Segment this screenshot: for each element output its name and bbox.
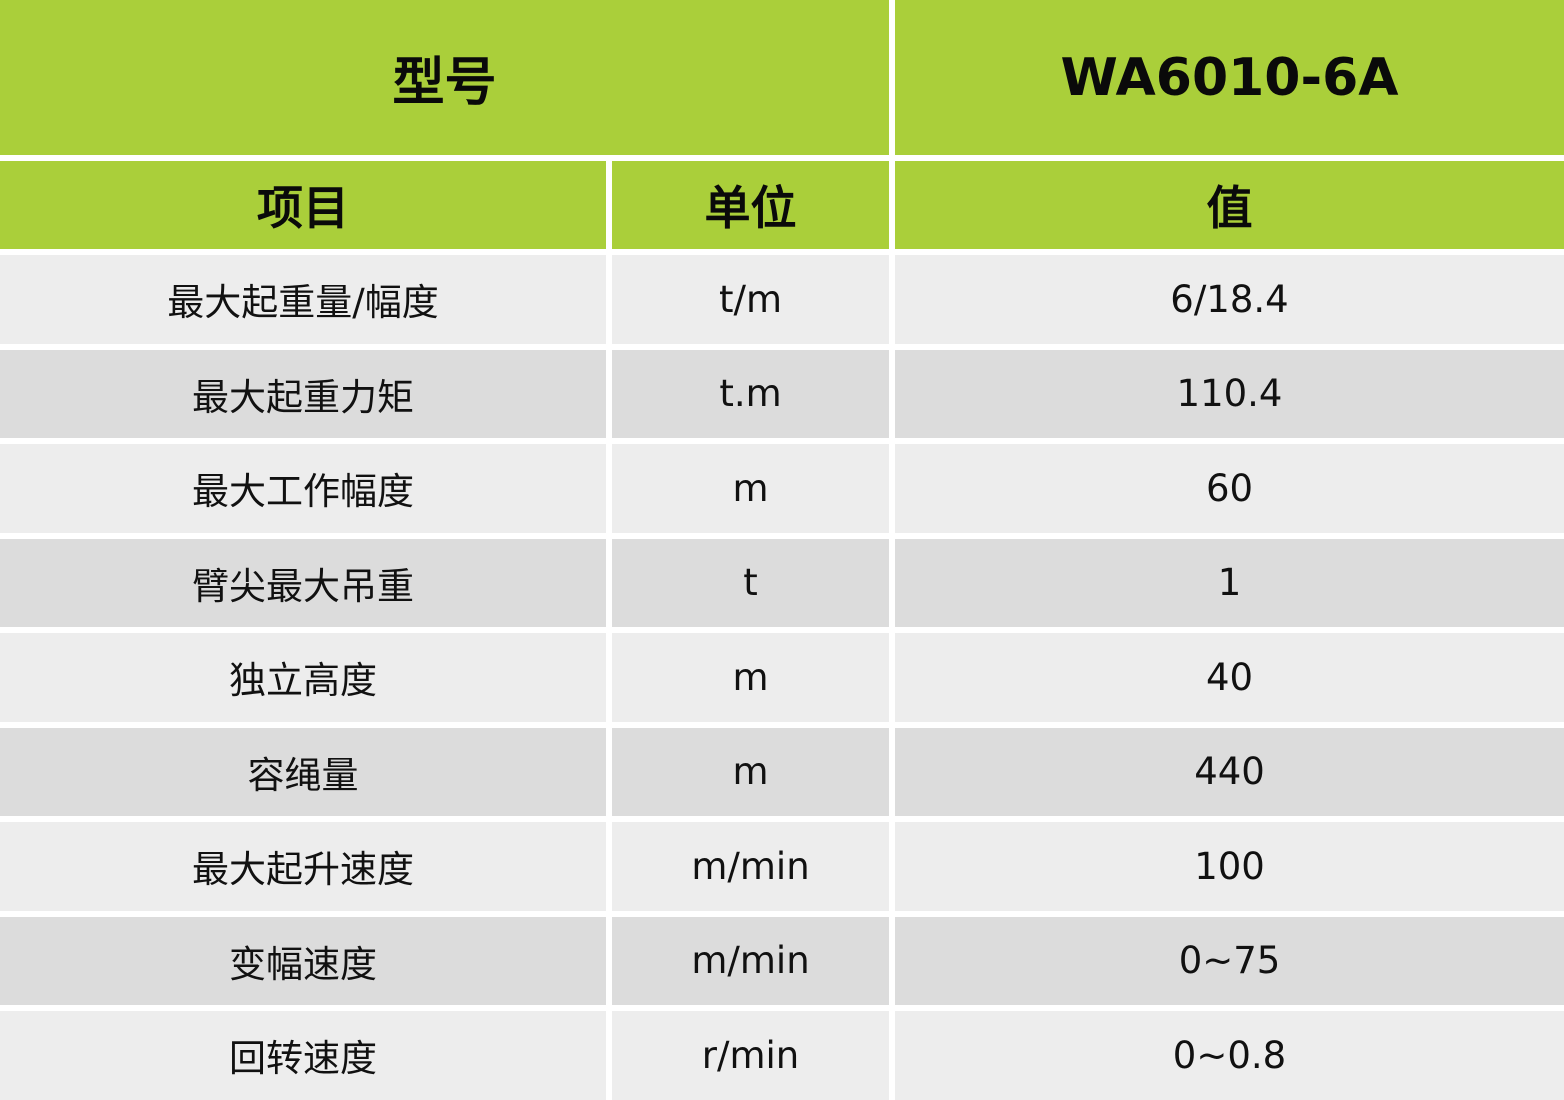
table-cell-unit: m [612,727,889,816]
table-cell-unit: t.m [612,349,889,438]
table-cell-item: 最大起重力矩 [0,349,606,438]
model-label: 型号 [0,0,889,155]
table-cell-value: 0~0.8 [895,1011,1564,1100]
table-cell-unit: m [612,444,889,533]
table-cell-item: 最大起升速度 [0,822,606,911]
column-header-unit: 单位 [612,161,889,249]
table-cell-unit: t/m [612,255,889,344]
table-cell-item: 回转速度 [0,1011,606,1100]
column-header-value: 值 [895,161,1564,249]
table-cell-value: 6/18.4 [895,255,1564,344]
table-cell-value: 1 [895,538,1564,627]
table-cell-item: 容绳量 [0,727,606,816]
table-cell-value: 40 [895,633,1564,722]
column-header-item: 项目 [0,161,606,249]
model-value: WA6010-6A [895,0,1564,155]
table-cell-item: 臂尖最大吊重 [0,538,606,627]
table-cell-value: 440 [895,727,1564,816]
table-cell-item: 独立高度 [0,633,606,722]
table-cell-item: 变幅速度 [0,916,606,1005]
table-cell-item: 最大起重量/幅度 [0,255,606,344]
table-cell-unit: r/min [612,1011,889,1100]
table-cell-value: 60 [895,444,1564,533]
table-cell-unit: m/min [612,916,889,1005]
table-cell-value: 110.4 [895,349,1564,438]
table-cell-unit: m [612,633,889,722]
table-cell-value: 100 [895,822,1564,911]
table-cell-item: 最大工作幅度 [0,444,606,533]
table-cell-unit: t [612,538,889,627]
table-cell-value: 0~75 [895,916,1564,1005]
table-cell-unit: m/min [612,822,889,911]
